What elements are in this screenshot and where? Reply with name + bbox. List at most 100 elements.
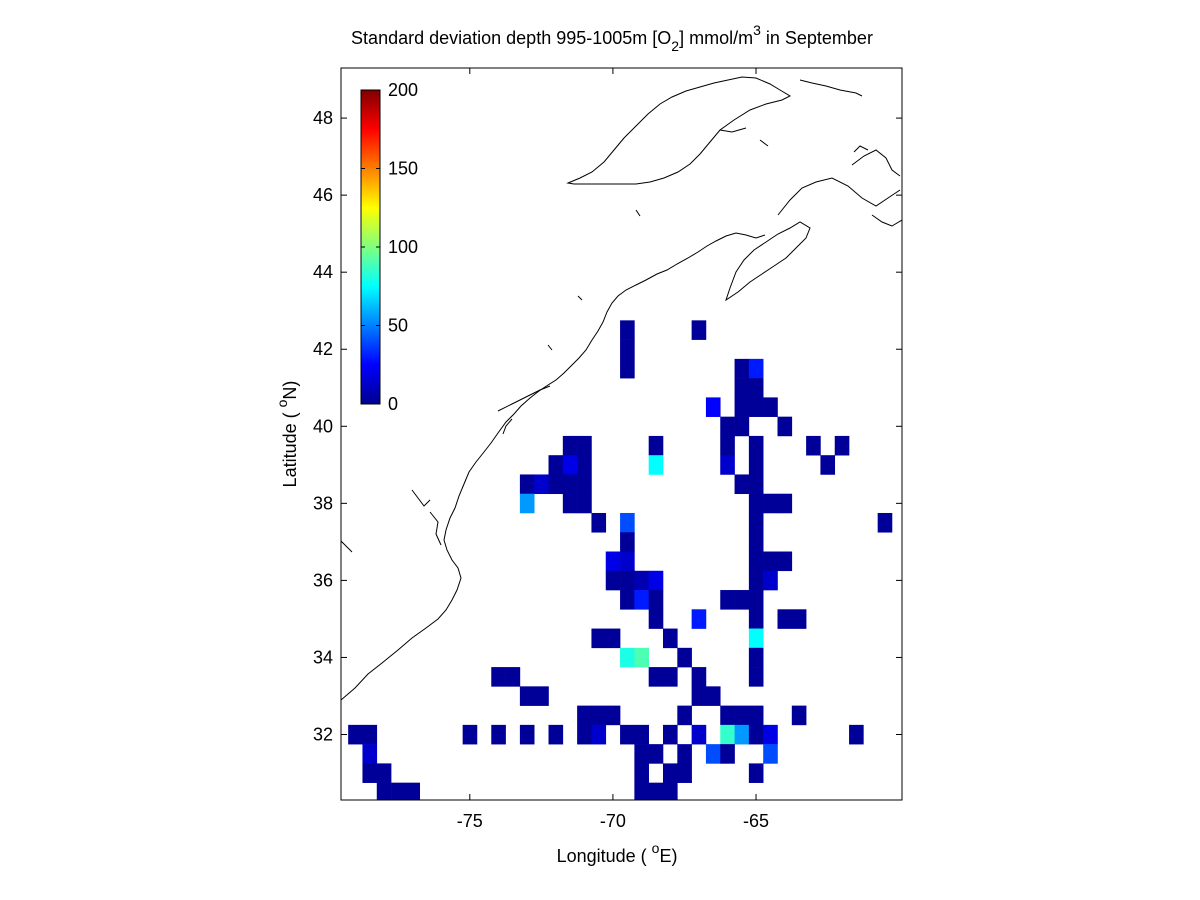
heatmap-cell xyxy=(634,744,649,764)
heatmap-cell xyxy=(620,358,635,379)
heatmap-cell xyxy=(591,724,607,745)
heatmap-cell xyxy=(748,435,764,456)
heatmap-cell xyxy=(734,358,750,379)
heatmap-cell xyxy=(748,763,764,783)
heatmap-cell xyxy=(519,493,535,514)
heatmap-cell xyxy=(519,724,535,745)
y-axis-label: Latitude ( oN) xyxy=(274,381,300,488)
y-tick-label: 46 xyxy=(313,185,333,205)
heatmap-cells xyxy=(348,320,893,800)
heatmap-cell xyxy=(691,724,707,745)
heatmap-cell xyxy=(348,724,363,745)
heatmap-cell xyxy=(748,667,764,687)
colorbar-tick-label: 0 xyxy=(388,394,398,414)
heatmap-cell xyxy=(748,512,764,533)
x-tick-label: -75 xyxy=(457,811,483,831)
heatmap-cell xyxy=(577,474,592,495)
colorbar-ticks: 0 50 100 150 200 xyxy=(361,80,418,414)
heatmap-cell xyxy=(648,570,664,591)
heatmap-cell xyxy=(763,397,778,417)
heatmap-cell xyxy=(376,782,392,800)
heatmap-cell xyxy=(605,570,621,591)
y-tick-label: 44 xyxy=(313,262,333,282)
heatmap-cell xyxy=(362,724,378,745)
heatmap-cell xyxy=(591,512,607,533)
heatmap-cell xyxy=(849,724,864,745)
colorbar: 0 50 100 150 200 xyxy=(360,80,418,414)
heatmap-cell xyxy=(763,570,778,591)
heatmap-cell xyxy=(577,455,592,475)
heatmap-cell xyxy=(748,609,764,629)
heatmap-cell xyxy=(462,724,478,745)
heatmap-cell xyxy=(648,590,664,610)
heatmap-cell xyxy=(677,705,692,726)
heatmap-cell xyxy=(748,647,764,668)
heatmap-cell xyxy=(663,782,678,800)
heatmap-cell xyxy=(691,667,707,687)
heatmap-cell xyxy=(777,551,793,572)
heatmap-cell xyxy=(677,763,692,783)
heatmap-cell xyxy=(577,493,592,514)
heatmap-cell xyxy=(591,628,607,649)
heatmap-cell xyxy=(763,744,778,764)
heatmap-cell xyxy=(705,686,721,706)
heatmap-cell xyxy=(663,763,678,783)
y-tick-label: 38 xyxy=(313,493,333,513)
heatmap-cell xyxy=(691,609,707,629)
heatmap-cell xyxy=(648,667,664,687)
heatmap-cell xyxy=(634,763,649,783)
heatmap-cell xyxy=(648,435,664,456)
heatmap-cell xyxy=(620,512,635,533)
heatmap-cell xyxy=(548,724,564,745)
heatmap-cell xyxy=(748,551,764,572)
heatmap-cell xyxy=(777,416,793,437)
heatmap-cell xyxy=(505,667,521,687)
heatmap-cell xyxy=(748,724,764,745)
heatmap-cell xyxy=(734,724,750,745)
y-tick-label: 32 xyxy=(313,725,333,745)
heatmap-cell xyxy=(834,435,850,456)
heatmap-cell xyxy=(362,763,378,783)
heatmap-cell xyxy=(634,570,649,591)
heatmap-cell xyxy=(648,782,664,800)
heatmap-cell xyxy=(763,551,778,572)
y-tick-label: 48 xyxy=(313,108,333,128)
heatmap-cell xyxy=(734,397,750,417)
heatmap-cell xyxy=(648,609,664,629)
heatmap-cell xyxy=(634,724,649,745)
x-tick-label: -65 xyxy=(743,811,769,831)
y-tick-label: 36 xyxy=(313,570,333,590)
heatmap-cell xyxy=(720,455,735,475)
heatmap-cell xyxy=(519,474,535,495)
heatmap-cell xyxy=(748,474,764,495)
coastline xyxy=(341,76,902,701)
heatmap-cell xyxy=(491,667,506,687)
x-tick-label: -70 xyxy=(600,811,626,831)
heatmap-cell xyxy=(677,744,692,764)
heatmap-cell xyxy=(877,512,893,533)
heatmap-cell xyxy=(720,705,735,726)
x-axis-label: Longitude ( oE) xyxy=(557,840,678,866)
heatmap-cell xyxy=(777,609,793,629)
heatmap-cell xyxy=(634,647,649,668)
heatmap-cell xyxy=(534,474,549,495)
heatmap-cell xyxy=(763,493,778,514)
heatmap-cell xyxy=(605,628,621,649)
y-tick-label: 40 xyxy=(313,416,333,436)
heatmap-cell xyxy=(806,435,821,456)
heatmap-cell xyxy=(720,724,735,745)
heatmap-cell xyxy=(763,724,778,745)
heatmap-cell xyxy=(648,455,664,475)
heatmap-cell xyxy=(720,744,735,764)
heatmap-cell xyxy=(548,455,564,475)
heatmap-cell xyxy=(620,590,635,610)
heatmap-cell xyxy=(548,474,564,495)
heatmap-cell xyxy=(620,570,635,591)
heatmap-cell xyxy=(748,493,764,514)
heatmap-cell xyxy=(663,667,678,687)
heatmap-cell xyxy=(734,590,750,610)
heatmap-cell xyxy=(562,474,578,495)
heatmap-cell xyxy=(577,435,592,456)
heatmap-cell xyxy=(605,551,621,572)
